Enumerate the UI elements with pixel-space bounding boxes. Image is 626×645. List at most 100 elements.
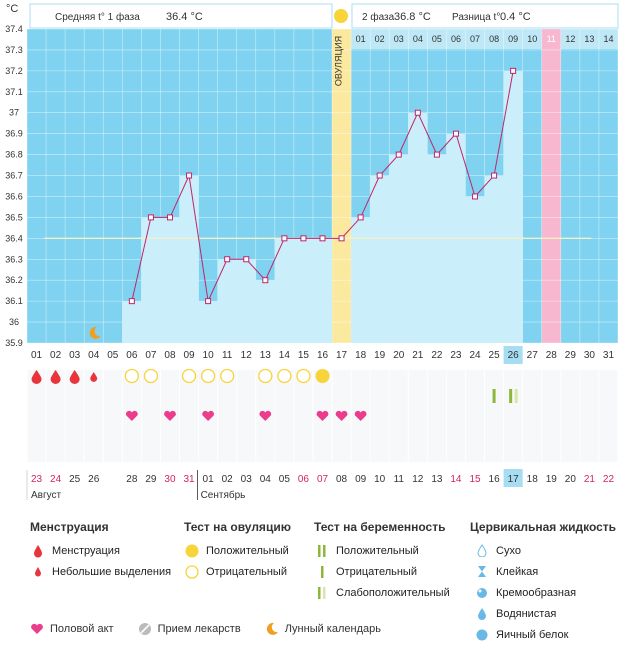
legend-label: Половой акт [50,623,114,635]
legend-label: Положительный [206,544,289,557]
legend-item: Лунный календарь [265,622,381,636]
blood-drop-icon [50,370,61,384]
temp-point [147,214,154,221]
date-label: 15 [469,474,481,485]
month-label-august: Август [31,490,62,501]
x-day-label: 09 [183,350,195,361]
y-tick-label: 37.4 [5,24,23,34]
phase2-day-label: 09 [508,34,518,44]
legend-item: Положительный [184,540,291,561]
y-tick-label: 37 [9,108,19,118]
temp-point [338,235,345,242]
temp-point [224,256,231,263]
ovulation-column [332,29,352,343]
temp-bar [351,217,371,343]
temp-bar [503,70,523,343]
date-label: 03 [241,474,253,485]
date-label: 28 [126,474,138,485]
moon-icon [265,622,279,636]
x-day-label: 19 [374,350,386,361]
temp-point [510,67,517,74]
date-label: 04 [260,474,272,485]
date-label: 12 [412,474,424,485]
blood-drop-icon [30,544,46,558]
chart-header: Средняя t° 1 фаза 36.4 °C 2 фаза 36.8 °C… [29,3,619,29]
legend-title: Тест на беременность [314,520,446,534]
y-tick-label: 37.2 [5,66,23,76]
date-label: 16 [489,474,501,485]
dry-icon [474,544,490,558]
x-day-label: 14 [279,350,291,361]
x-day-label: 26 [508,350,520,361]
legend-label: Сухо [496,544,521,557]
legend-label: Прием лекарств [157,623,241,635]
x-day-label: 16 [317,350,329,361]
legend-label: Кремообразная [496,586,577,599]
legend-item: Отрицательный [314,561,450,582]
x-day-label: 05 [107,350,119,361]
temp-point [472,193,479,200]
highlight-day-box [503,346,523,364]
phase1-label: Средняя t° 1 фаза [55,11,140,23]
header-box-phase2 [351,3,619,29]
date-label: 06 [298,474,310,485]
x-day-label: 13 [260,350,272,361]
date-label: 01 [203,474,215,485]
legend-label: Слабоположительный [336,586,450,599]
highlight-day-column [541,29,561,343]
phase2-day-label: 14 [603,34,613,44]
blood-drop-icon [69,370,80,384]
phase2-day-label: 08 [489,34,499,44]
y-tick-label: 37.3 [5,45,23,55]
legend-label: Клейкая [496,565,539,578]
unit-label: °C [6,3,18,15]
date-label: 18 [527,474,539,485]
phase2-day-label: 07 [470,34,480,44]
x-day-label: 06 [126,350,138,361]
legend-label: Лунный календарь [284,623,381,635]
temp-bar [217,259,237,343]
heart-icon [202,410,214,421]
blood-drop-icon [31,370,42,384]
temp-bar [312,238,333,343]
egg-white-icon [474,628,490,642]
temp-bar [427,154,447,343]
legend-title: Цервикальная жидкость [470,520,617,534]
x-day-label: 20 [393,350,405,361]
positive-test-icon [315,369,330,383]
phase2-day-label: 04 [413,34,423,44]
pill-icon [138,622,152,636]
temp-point [395,151,402,158]
temp-bar [408,112,428,343]
legend-item: Водянистая [470,603,616,624]
temp-point [281,235,288,242]
phase2-day-label: 13 [584,34,594,44]
one-line-icon [314,565,330,579]
date-label: 13 [431,474,443,485]
date-label: 29 [145,474,157,485]
phase2-day-label: 02 [375,34,385,44]
legend-item: Клейкая [470,561,616,582]
temp-bar [293,238,313,343]
blood-drop-icon [90,372,98,382]
legend-item: Небольшие выделения [30,561,171,582]
x-day-label: 29 [565,350,577,361]
y-tick-label: 36 [9,317,19,327]
legend-title: Тест на овуляцию [184,520,291,534]
legend-pregnancy-test: Тест на беременность Положительный Отриц… [314,520,450,603]
x-day-label: 17 [336,350,348,361]
temp-point [376,172,383,179]
sticky-icon [474,565,490,579]
heart-icon [354,410,367,421]
phase2-day-label: 05 [432,34,442,44]
temp-point [205,298,212,305]
today-box [503,469,523,487]
heart-icon [125,410,138,421]
x-day-label: 30 [584,350,596,361]
temp-bar [198,301,218,343]
y-tick-label: 36.6 [5,191,23,201]
x-day-label: 12 [241,350,253,361]
negative-test-icon [143,368,159,384]
phase2-value: 36.8 °C [394,11,431,23]
